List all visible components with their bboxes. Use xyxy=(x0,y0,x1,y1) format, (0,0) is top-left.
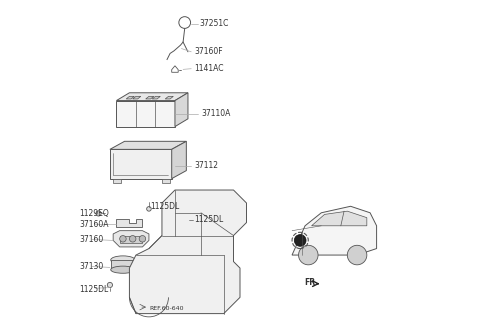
Polygon shape xyxy=(126,96,134,99)
Polygon shape xyxy=(312,211,367,226)
Ellipse shape xyxy=(111,256,135,264)
Polygon shape xyxy=(110,149,172,179)
Circle shape xyxy=(348,245,367,265)
Circle shape xyxy=(184,218,189,222)
Circle shape xyxy=(299,245,318,265)
Text: 37160A: 37160A xyxy=(79,220,108,229)
Polygon shape xyxy=(146,96,154,99)
Polygon shape xyxy=(162,179,170,183)
Text: 37251C: 37251C xyxy=(199,19,229,28)
Circle shape xyxy=(108,282,112,288)
Text: 1125DL: 1125DL xyxy=(151,202,180,212)
Text: 37160F: 37160F xyxy=(194,47,223,56)
Text: 1125DL: 1125DL xyxy=(194,215,224,224)
Polygon shape xyxy=(113,179,121,183)
Text: 37160: 37160 xyxy=(79,235,103,244)
Polygon shape xyxy=(292,206,377,255)
Polygon shape xyxy=(110,141,186,149)
Circle shape xyxy=(120,236,126,242)
Text: 1141AC: 1141AC xyxy=(194,64,224,73)
Polygon shape xyxy=(165,96,173,99)
Circle shape xyxy=(147,207,151,211)
Polygon shape xyxy=(132,96,141,99)
Polygon shape xyxy=(130,190,247,314)
Polygon shape xyxy=(152,96,160,99)
Circle shape xyxy=(96,211,101,216)
Circle shape xyxy=(130,236,136,242)
Polygon shape xyxy=(172,141,186,179)
Text: FR.: FR. xyxy=(304,278,319,287)
Polygon shape xyxy=(117,101,175,127)
Polygon shape xyxy=(110,260,135,270)
Text: REF.60-640: REF.60-640 xyxy=(149,306,183,311)
Text: 1125DL: 1125DL xyxy=(79,285,108,294)
Polygon shape xyxy=(117,93,188,101)
Polygon shape xyxy=(120,236,143,243)
Text: 37112: 37112 xyxy=(194,161,218,170)
Circle shape xyxy=(294,235,306,246)
Text: 1129EQ: 1129EQ xyxy=(79,209,109,218)
Text: 37130: 37130 xyxy=(79,262,103,271)
Polygon shape xyxy=(117,219,143,227)
Polygon shape xyxy=(113,231,149,247)
Text: 37110A: 37110A xyxy=(201,109,230,118)
Polygon shape xyxy=(175,93,188,127)
Ellipse shape xyxy=(111,266,135,273)
Circle shape xyxy=(139,236,146,242)
